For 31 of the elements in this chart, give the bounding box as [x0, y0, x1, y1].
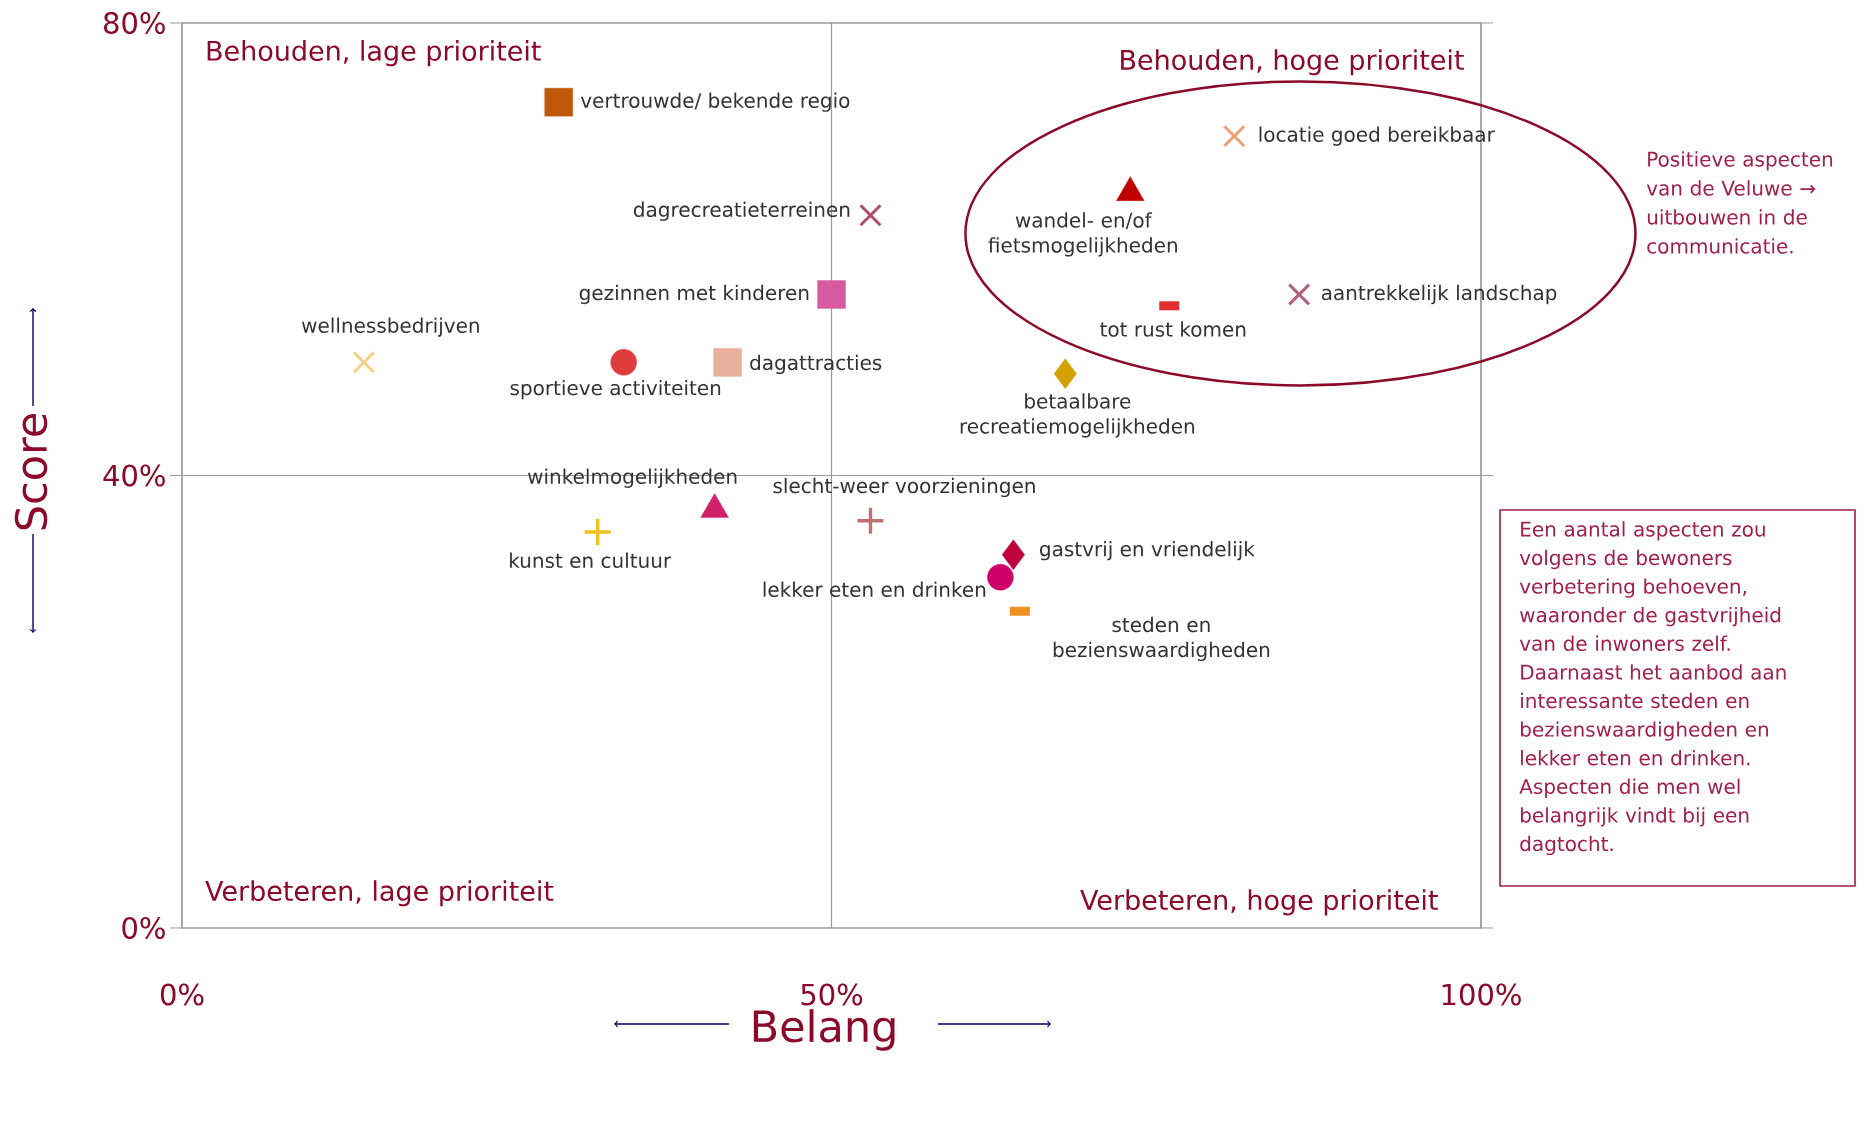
- x-tick-label: 100%: [1442, 983, 1521, 1006]
- series-label: wellnessbedrijven: [302, 317, 479, 337]
- annotation: Verbeteren, hoge prioriteit: [1080, 889, 1438, 916]
- series-label: dagrecreatieterreinen: [633, 201, 850, 221]
- text: Een aantal aspecten zou volgens de bewoners verbetering behoeven, waaronder de gastvrijheid van de inwoners zelf. Daarnaast het aanbod aan interessante steden en bezienswaardigheden en lekker eten en drinken. Aspecten die men wel belangrijk vindt bij een dagtocht.: [1519, 521, 1786, 856]
- series-label: dagattracties: [750, 354, 882, 375]
- x-tick-label: 0%: [160, 983, 204, 1006]
- series-label: winkelmogelijkheden: [527, 468, 737, 488]
- x-axis-title: Belang: [753, 1009, 895, 1051]
- series-label: steden en bezienswaardigheden: [1053, 616, 1270, 662]
- annotation: Behouden, lage prioriteit: [207, 40, 541, 67]
- series-label: locatie goed bereikbaar: [1259, 126, 1495, 146]
- text: Positieve aspecten van de Veluwe → uitbouwen in de communicatie.: [1646, 151, 1833, 254]
- series-label: tot rust komen: [1100, 321, 1246, 337]
- series-label: slecht-weer voorzieningen: [773, 477, 1035, 498]
- annotation: Verbeteren, lage prioriteit: [205, 880, 554, 907]
- y-tick-label: 40%: [103, 464, 165, 487]
- series-label: kunst en cultuur: [510, 552, 672, 569]
- annotation: Behouden, hoge prioriteit: [1121, 49, 1464, 76]
- series-label: vertrouwde/ bekende regio: [580, 92, 850, 112]
- series-label: aantrekkelijk landschap: [1321, 284, 1557, 305]
- y-axis-title: Score: [14, 413, 48, 530]
- x-tick-label: 50%: [801, 983, 863, 1006]
- series-label: wandel- en/of fietsmogelijkheden: [988, 212, 1177, 257]
- y-tick-label: 0%: [122, 917, 165, 939]
- series-label: gastvrij en vriendelijk: [1040, 540, 1255, 561]
- series-label: betaalbare recreatiemogelijkheden: [960, 393, 1195, 438]
- series-label: sportieve activiteiten: [510, 379, 721, 400]
- y-tick-label: 80%: [103, 12, 165, 34]
- legend-label: lekker eten en drinken: [763, 581, 986, 598]
- series-label: gezinnen met kinderen: [579, 284, 809, 305]
